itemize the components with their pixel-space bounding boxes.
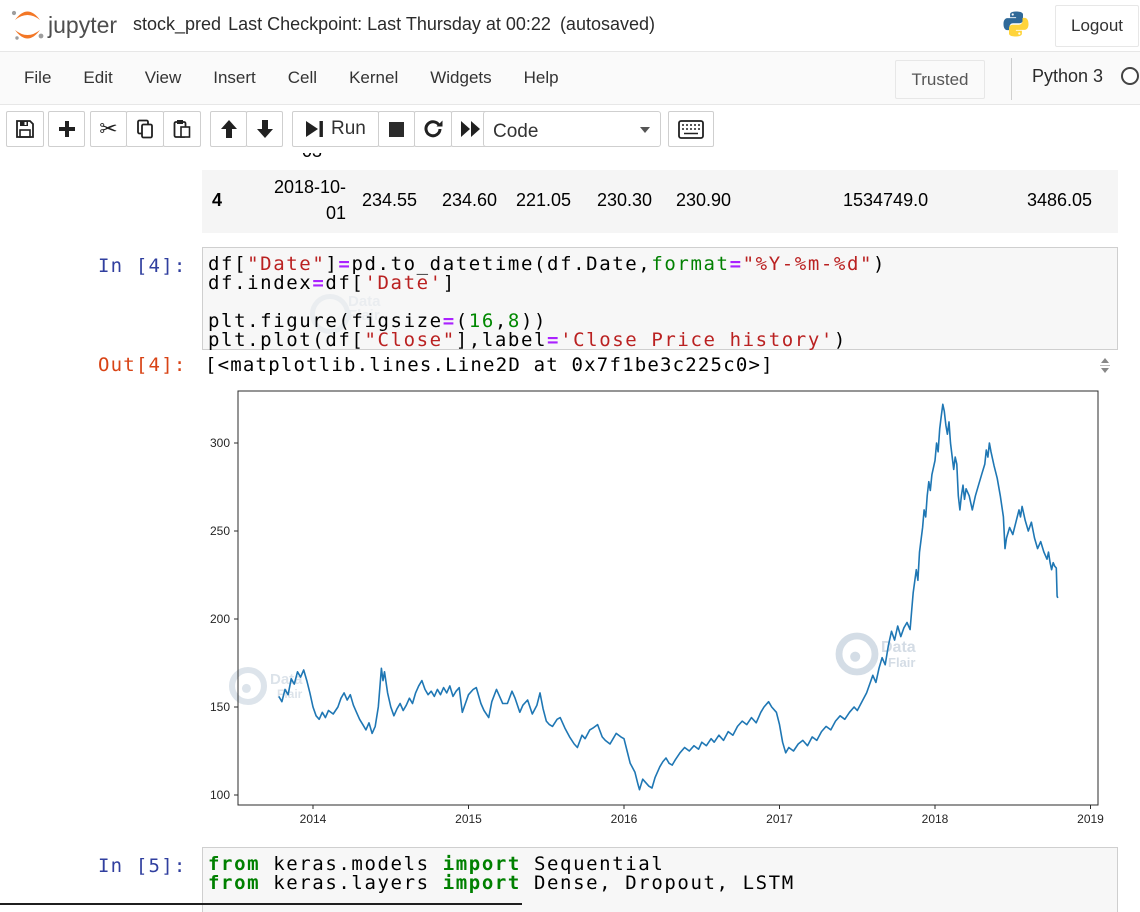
code-cell-5[interactable]: from keras.models import Sequential from …: [202, 847, 1118, 912]
trusted-badge[interactable]: Trusted: [895, 60, 985, 99]
menu-item-widgets[interactable]: Widgets: [430, 68, 492, 87]
x-tick-label: 2018: [922, 812, 949, 826]
dataflair-watermark-icon: [228, 666, 268, 706]
dataframe-cell: 234.60: [442, 190, 498, 210]
checkpoint-status: Last Checkpoint: Last Thursday at 00:22: [228, 14, 551, 34]
command-palette-button[interactable]: [668, 111, 714, 147]
code-line: df["Date"]=pd.to_datetime(df.Date,format…: [208, 253, 887, 275]
interrupt-kernel-button[interactable]: [377, 111, 415, 147]
dataframe-cell: 221.05: [516, 190, 572, 210]
output-prompt-4: Out[4]:: [98, 354, 187, 376]
move-down-icon: [256, 120, 273, 138]
menu-item-kernel[interactable]: Kernel: [349, 68, 399, 87]
python-logo-icon: [1003, 11, 1029, 37]
dataframe-cell: 230.30: [597, 190, 653, 210]
logout-button[interactable]: Logout: [1055, 5, 1139, 47]
y-tick-label: 200: [210, 612, 230, 626]
code-line: from keras.layers import Dense, Dropout,…: [208, 872, 795, 894]
notebook-title-bar: stock_pred Last Checkpoint: Last Thursday…: [133, 14, 655, 35]
y-tick-label: 150: [210, 700, 230, 714]
watermark-text: Data: [881, 639, 916, 656]
paste-cell-button[interactable]: [163, 111, 201, 147]
cell-type-value: Code: [493, 121, 539, 142]
dataframe-cell: 1534749.0: [843, 190, 929, 210]
dataframe-cell: 3486.05: [1027, 190, 1093, 210]
y-tick-label: 250: [210, 524, 230, 538]
chart-axes: [237, 390, 1099, 806]
input-prompt-4: In [4]:: [98, 255, 187, 277]
code-line: from keras.models import Sequential: [208, 853, 665, 875]
menu-item-help[interactable]: Help: [523, 68, 559, 87]
run-icon: [306, 121, 323, 137]
input-prompt-5: In [5]:: [98, 855, 187, 877]
kernel-name: Python 3: [1032, 66, 1104, 86]
x-tick-label: 2016: [611, 812, 638, 826]
autosave-status: (autosaved): [559, 14, 655, 34]
fast-forward-icon: [460, 121, 480, 137]
x-tick-label: 2017: [766, 812, 793, 826]
dataframe-row: 4 2018-10- 01 234.55 234.60 221.05 230.30 230…: [202, 170, 1118, 233]
dataframe-row-clipped: 03: [302, 153, 322, 162]
y-tick-label: 100: [210, 788, 230, 802]
run-cell-button[interactable]: Run: [292, 111, 379, 147]
menubar: File Edit View Insert Cell Kernel Widgets Help …: [0, 52, 1140, 105]
close-price-line: [278, 403, 1059, 791]
y-tick-label: 300: [210, 436, 230, 450]
bottom-divider: [0, 903, 522, 905]
move-cell-up-button[interactable]: [210, 111, 247, 147]
output-text-4: [<matplotlib.lines.Line2D at 0x7f1be3c22…: [205, 354, 774, 376]
code-line: plt.figure(figsize=(16,8)): [208, 310, 548, 332]
dataframe-row-index: 4: [212, 190, 223, 210]
keyboard-icon: [678, 119, 704, 139]
kernel-idle-indicator-icon: [1121, 67, 1139, 85]
header: jupyter stock_pred Last Checkpoint: Last …: [0, 0, 1140, 52]
triangle-down-icon: [1101, 367, 1109, 373]
stop-icon: [388, 121, 404, 137]
save-button[interactable]: [6, 111, 44, 147]
dataflair-watermark-icon: [835, 632, 879, 676]
menu-list: File Edit View Insert Cell Kernel Widgets Help: [8, 52, 575, 104]
copy-cell-button[interactable]: [126, 111, 164, 147]
dataframe-cell: 234.55: [362, 190, 418, 210]
x-tick-label: 2014: [300, 812, 327, 826]
code-line: plt.plot(df["Close"],label='Close Price …: [208, 329, 847, 351]
chevron-down-icon: [640, 127, 650, 133]
notebook-title[interactable]: stock_pred: [133, 14, 222, 34]
menu-item-view[interactable]: View: [144, 68, 182, 87]
move-up-icon: [220, 120, 237, 138]
copy-icon: [137, 119, 153, 139]
restart-kernel-button[interactable]: [413, 111, 452, 147]
triangle-up-icon: [1101, 357, 1109, 363]
dataframe-row-date: 2018-10- 01: [273, 177, 346, 223]
menu-item-edit[interactable]: Edit: [83, 68, 113, 87]
restart-icon: [424, 120, 443, 138]
paste-icon: [173, 120, 191, 138]
jupyter-logo-text: jupyter: [47, 12, 117, 38]
x-tick-label: 2015: [455, 812, 482, 826]
toolbar: ✂ Run: [0, 105, 1140, 154]
output-resize-control[interactable]: [1098, 354, 1112, 376]
menubar-divider: [1011, 58, 1012, 100]
add-cell-button[interactable]: [48, 111, 85, 147]
notebook-area: 03 4 2018-10-01 234.55 234.60 221.05 230.30…: [0, 153, 1140, 912]
add-cell-icon: [58, 121, 75, 137]
run-label: Run: [331, 118, 366, 139]
code-line: df.index=df['Date']: [208, 272, 456, 294]
move-cell-down-button[interactable]: [246, 111, 283, 147]
menu-item-cell[interactable]: Cell: [287, 68, 318, 87]
svg-text:Flair: Flair: [888, 655, 915, 670]
code-cell-4[interactable]: df["Date"]=pd.to_datetime(df.Date,format…: [202, 247, 1118, 350]
cut-cell-button[interactable]: ✂: [90, 111, 127, 147]
dataframe-cell: 230.90: [676, 190, 732, 210]
menu-item-file[interactable]: File: [24, 68, 52, 87]
save-icon: [16, 120, 34, 138]
cut-icon: ✂: [99, 116, 118, 141]
x-tick-label: 2019: [1077, 812, 1104, 826]
jupyter-logo[interactable]: jupyter: [10, 7, 130, 45]
menu-item-insert[interactable]: Insert: [213, 68, 256, 87]
cell-type-select[interactable]: Code: [483, 111, 661, 147]
